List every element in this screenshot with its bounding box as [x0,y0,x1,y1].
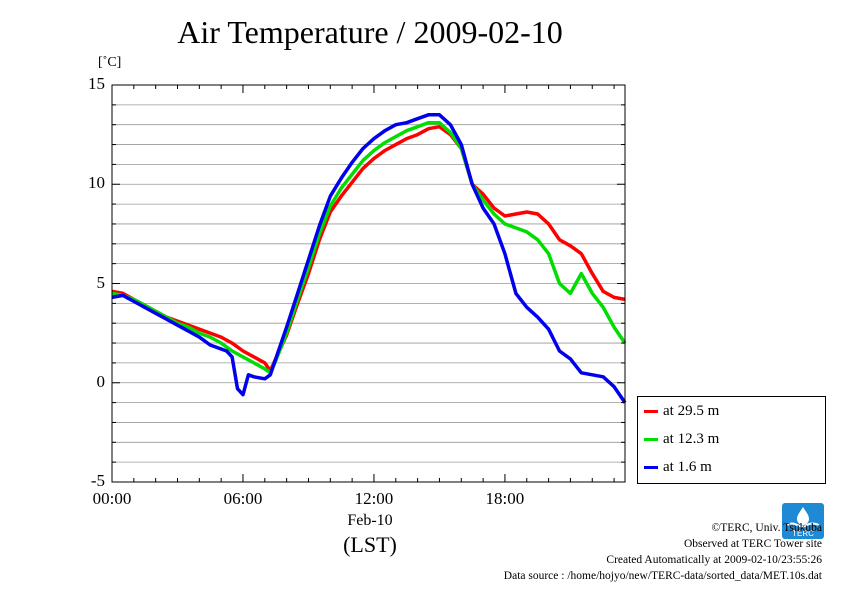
copyright-text: ©TERC, Univ. Tsukuba [711,522,822,534]
legend-label: at 29.5 m [663,402,720,419]
source-text: Data source : /home/hojyo/new/TERC-data/… [503,570,822,582]
observed-text: Observed at TERC Tower site [683,538,822,550]
y-tick-label: 10 [88,173,105,193]
y-tick-label: -5 [90,471,105,490]
date-label: Feb-10 [347,512,393,529]
legend: at 29.5 m at 12.3 m at 1.6 m [637,396,826,484]
logo-text: TERC [792,529,814,538]
y-tick-label: 15 [88,74,105,93]
legend-swatch-green [644,437,658,441]
y-axis-unit: [˚C] [98,55,122,70]
x-tick-label: 18:00 [485,489,525,508]
y-tick-label: 5 [96,272,106,292]
series-line-at-1-6-m [111,113,627,404]
terc-logo-icon: TERC [782,503,824,539]
tick-marks [111,84,625,483]
legend-item-12-3m: at 12.3 m [644,429,719,449]
created-text: Created Automatically at 2009-02-10/23:5… [606,554,822,566]
legend-label: at 1.6 m [663,458,712,475]
x-tick-label: 00:00 [92,489,132,508]
y-tick-label: 0 [96,371,106,391]
x-tick-label: 12:00 [354,489,394,508]
legend-swatch-blue [644,465,658,469]
legend-item-29-5m: at 29.5 m [644,401,719,421]
series-layer [111,113,627,404]
x-tick-label: 06:00 [223,489,263,508]
x-axis-label: (LST) [343,532,397,557]
credits-block: ©TERC, Univ. Tsukuba Observed at TERC To… [504,520,822,584]
legend-swatch-red [644,409,658,413]
chart-title: Air Temperature / 2009-02-10 [177,14,563,50]
series-line-at-29-5-m [111,124,626,373]
series-line-at-12-3-m [111,120,627,375]
legend-item-1-6m: at 1.6 m [644,457,712,477]
grid-lines [112,104,625,463]
legend-label: at 12.3 m [663,430,720,447]
